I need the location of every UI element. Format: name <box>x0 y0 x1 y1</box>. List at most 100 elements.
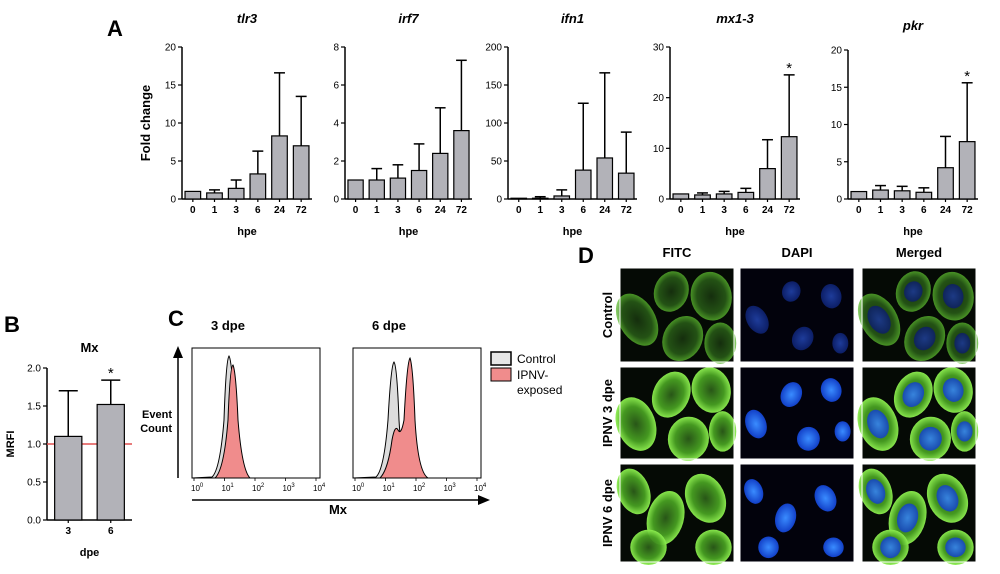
bar-3 <box>389 177 407 200</box>
bar-0 <box>850 190 868 200</box>
y-axis-label: MRFI <box>5 431 17 458</box>
cell-fitc-signal <box>684 473 727 523</box>
x-axis-label: hpe <box>725 226 745 238</box>
bar-6 <box>574 169 592 200</box>
bar-0 <box>672 193 690 200</box>
cell-nucleus <box>758 536 779 559</box>
bar-6 <box>249 173 267 200</box>
bar-72 <box>453 130 470 200</box>
bar-6 <box>737 191 755 200</box>
cell-nucleus <box>832 332 849 354</box>
legend-swatch-ipnv <box>490 367 512 382</box>
cell-nucleus <box>904 281 923 302</box>
x-tick-label: 1 <box>537 205 543 216</box>
x-tick-label: 1 <box>212 205 218 216</box>
y-tick-label: 20 <box>653 93 665 104</box>
y-tick-label: 20 <box>165 43 177 54</box>
cell-fitc-signal <box>616 468 651 515</box>
bar-6 <box>96 403 125 521</box>
y-tick-label: 8 <box>333 43 339 54</box>
y-tick-label: 0 <box>836 195 842 206</box>
histogram-tick-label: 100 <box>191 483 204 493</box>
cell-nucleus <box>896 503 919 533</box>
bar-72 <box>780 136 798 200</box>
micrograph-frame <box>861 366 977 460</box>
bar-24 <box>759 168 776 200</box>
x-tick-label: 6 <box>255 205 261 216</box>
microscopy-row-label: Control <box>600 292 615 338</box>
cell-nucleus <box>823 537 844 558</box>
cell-nucleus <box>942 284 964 309</box>
x-tick-label: 6 <box>743 205 749 216</box>
panel-letter-c: C <box>168 306 184 331</box>
mx-axis-label: Mx <box>329 502 348 517</box>
cell-fitc-signal <box>695 529 732 565</box>
event-count-label-line1: Event <box>142 409 172 421</box>
histogram-tick-labels: 100 101 102 103 104 100 101 102 103 104 <box>191 478 487 493</box>
microscopy-column-dapi: DAPI <box>781 245 812 260</box>
x-tick-label: 1 <box>700 205 706 216</box>
bar-chart-mx1-3: mx1-3 0 10 20 30 0 1 3 6 24 72 * hpe <box>653 11 800 238</box>
event-count-label-line2: Count <box>140 423 172 435</box>
x-tick-label: 3 <box>65 526 71 537</box>
y-tick-label: 15 <box>165 81 177 92</box>
cell-nucleus <box>954 332 971 354</box>
micrograph-Control-Merged <box>857 267 979 364</box>
micrograph-frame <box>739 267 855 363</box>
x-tick-label: 72 <box>621 205 633 216</box>
micrograph-IPNV 6 dpe-Merged <box>858 463 977 565</box>
bar-1 <box>531 197 549 200</box>
histogram-ipnv-6dpe <box>378 356 430 479</box>
microscopy-column-merged: Merged <box>896 245 942 260</box>
bar-1 <box>206 192 223 200</box>
bar-3 <box>553 195 571 200</box>
bar-3 <box>715 193 733 200</box>
y-tick-label: 4 <box>333 119 339 130</box>
micrograph-frame <box>739 366 855 460</box>
bar-3 <box>893 190 911 200</box>
histogram-tick-label: 104 <box>474 483 487 493</box>
y-tick-label: 10 <box>831 120 843 131</box>
x-tick-label: 3 <box>899 205 905 216</box>
cell-nucleus <box>745 305 769 334</box>
y-tick-label: 10 <box>165 119 177 130</box>
x-tick-label: 6 <box>108 526 114 537</box>
y-tick-label: 50 <box>491 157 503 168</box>
bar-chart-pkr: pkr 0 5 10 15 20 0 1 3 6 24 72 * hpe <box>831 18 978 238</box>
legend-label-control: Control <box>517 352 556 366</box>
x-tick-label: 24 <box>435 205 447 216</box>
panel-d-microscopy: FITC DAPI Merged Control IPNV 3 dpe IPNV 6 dp… <box>600 245 979 565</box>
cell-nucleus <box>744 479 764 504</box>
x-tick-label: 24 <box>762 205 774 216</box>
cell-nucleus <box>745 409 767 439</box>
y-axis-label: Fold change <box>138 85 153 162</box>
significance-marker: * <box>964 68 970 85</box>
cell-fitc-signal <box>653 271 689 312</box>
y-tick-label: 6 <box>333 81 339 92</box>
micrograph-frame <box>861 463 977 563</box>
micrograph-IPNV 6 dpe-DAPI <box>739 463 855 563</box>
bar-72 <box>958 141 976 200</box>
micrograph-frame <box>619 366 735 460</box>
micrograph-IPNV 3 dpe-Merged <box>857 366 979 461</box>
cell-nucleus <box>867 409 889 439</box>
significance-marker: * <box>786 60 792 77</box>
x-tick-label: 72 <box>784 205 796 216</box>
x-tick-label: 3 <box>233 205 239 216</box>
bar-0 <box>184 190 202 200</box>
bar-3 <box>54 435 83 521</box>
x-tick-label: 3 <box>559 205 565 216</box>
y-tick-label: 15 <box>831 83 843 94</box>
micrograph-frame <box>619 463 735 563</box>
chart-title: ifn1 <box>561 11 584 26</box>
cell-nucleus <box>780 382 803 408</box>
y-tick-label: 2.0 <box>27 364 41 375</box>
cell-fitc-signal <box>667 416 709 461</box>
x-axis-label: hpe <box>903 226 923 238</box>
x-tick-label: 24 <box>274 205 286 216</box>
y-tick-label: 5 <box>836 157 842 168</box>
x-tick-label: 0 <box>856 205 862 216</box>
cell-fitc-signal <box>651 371 691 418</box>
y-tick-label: 200 <box>485 43 502 54</box>
